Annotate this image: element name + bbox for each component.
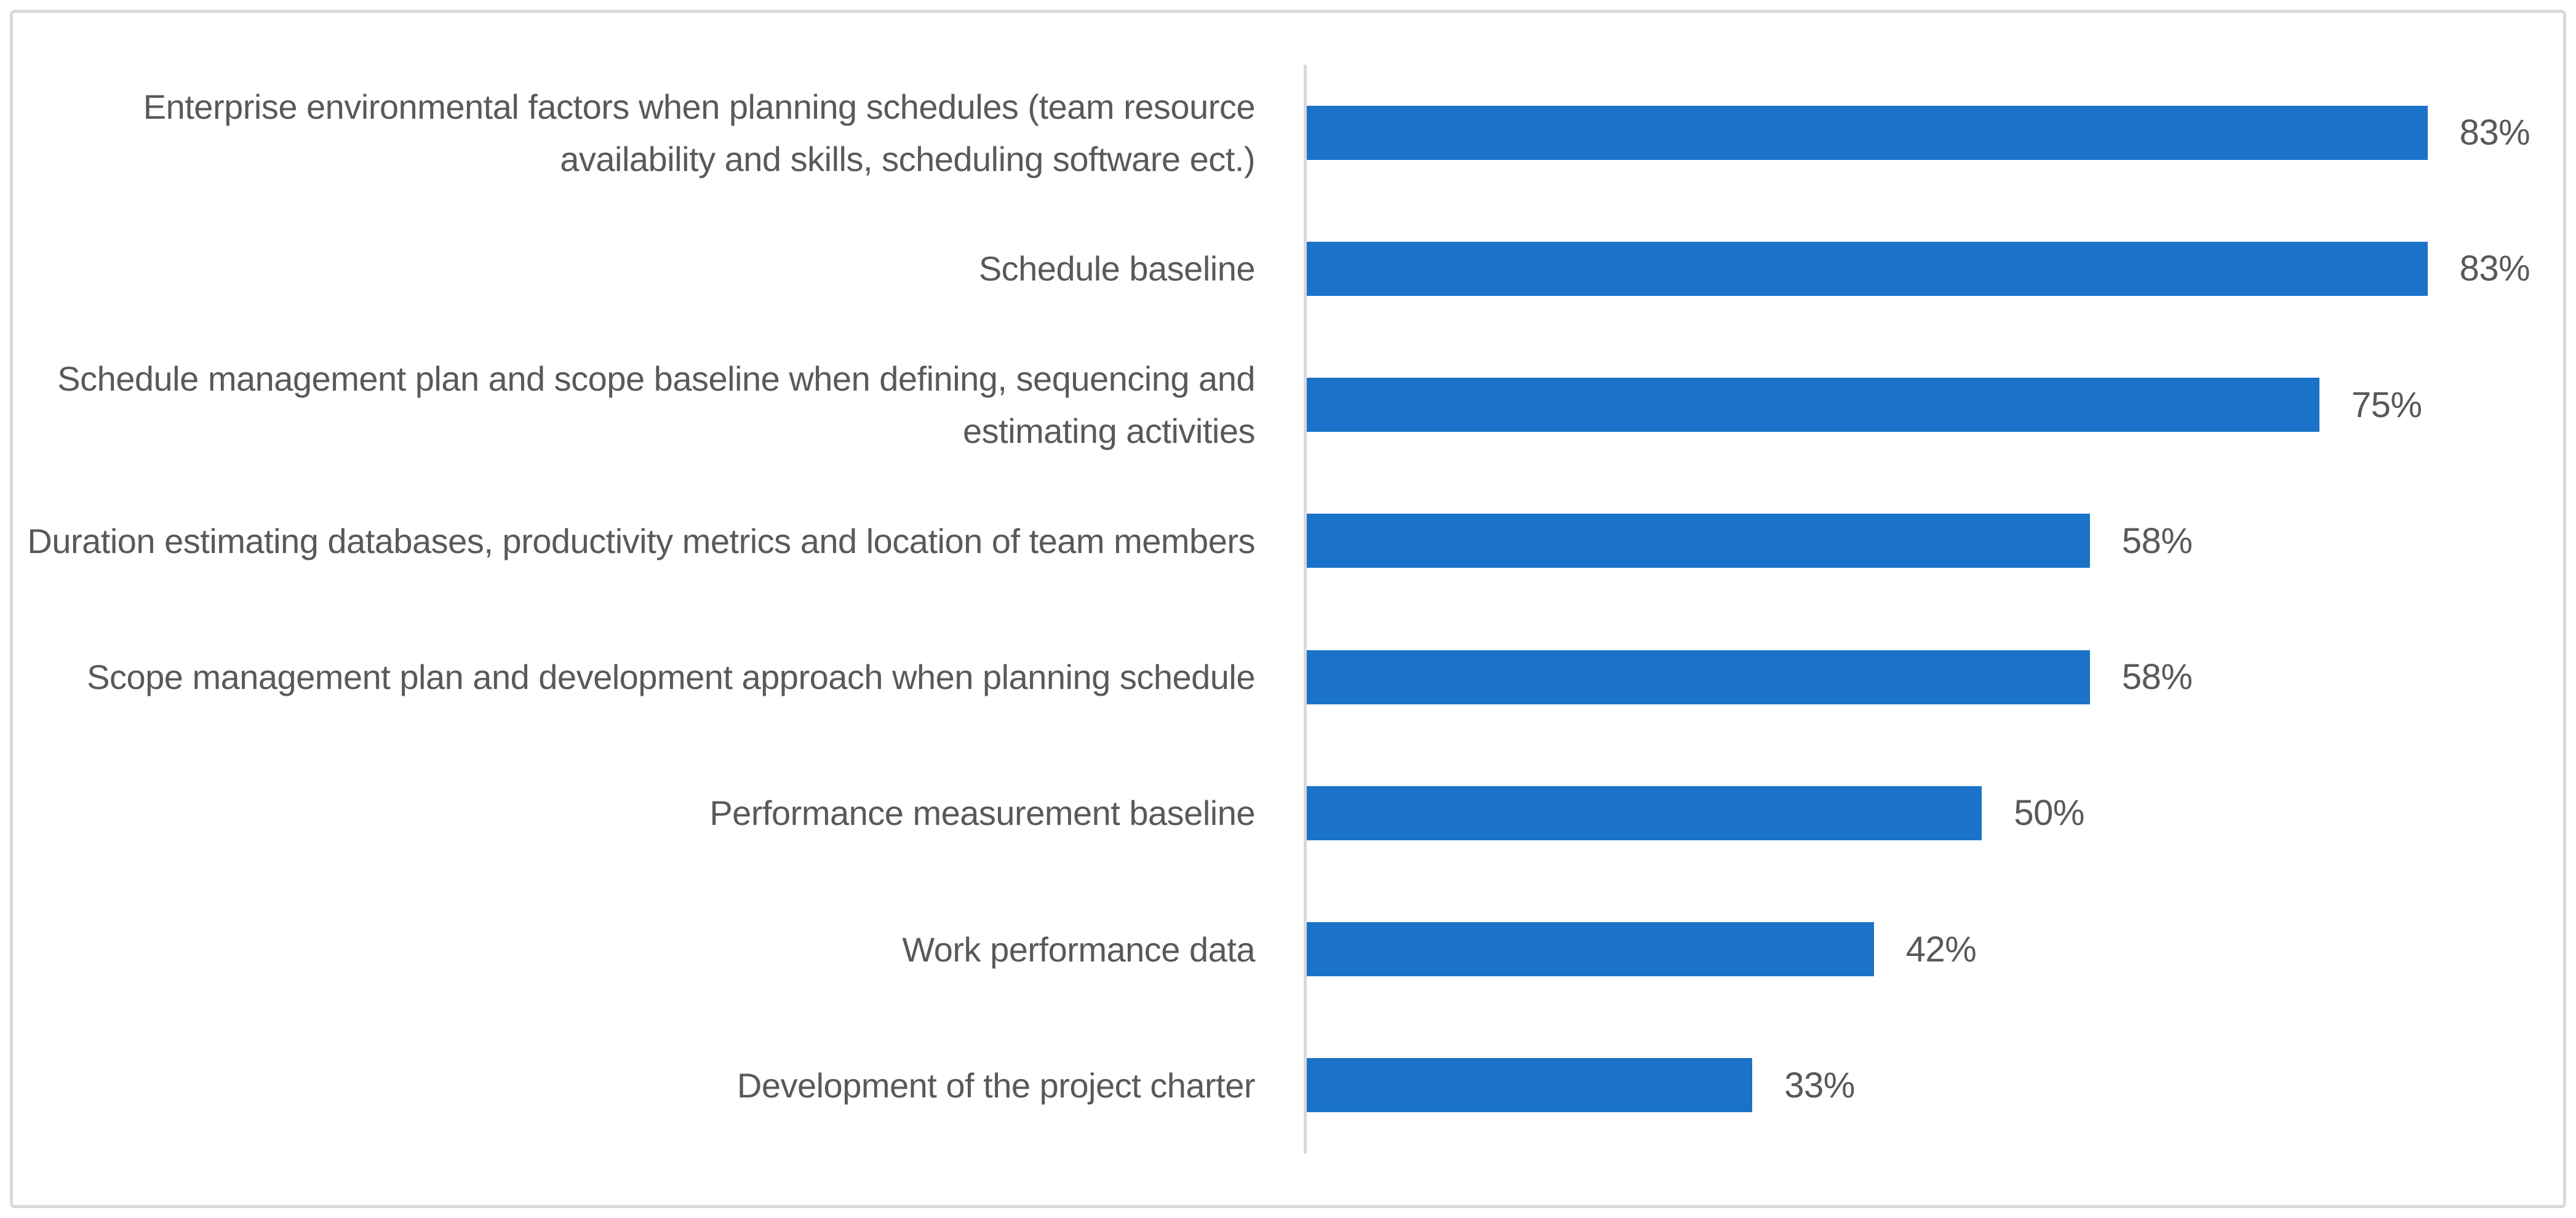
value-label: 75%	[2351, 384, 2422, 425]
bar-area: 58%	[1307, 473, 2576, 609]
bar	[1307, 105, 2428, 160]
value-label: 42%	[1905, 929, 1977, 969]
category-label: Development of the project charter	[736, 1065, 1256, 1105]
bar	[1307, 378, 2319, 432]
chart-row: Duration estimating databases, productiv…	[0, 473, 2576, 609]
bar	[1307, 241, 2428, 296]
bar	[1307, 1058, 1753, 1113]
bar	[1307, 650, 2090, 704]
chart-row: Performance measurement baseline 50%	[0, 745, 2576, 881]
category-axis-line	[1304, 65, 1307, 1153]
bar-area: 75%	[1307, 337, 2576, 473]
category-label: Duration estimating databases, productiv…	[27, 521, 1255, 560]
category-label: Scope management plan and development ap…	[87, 658, 1255, 697]
bar	[1307, 786, 1982, 840]
category-label: Performance measurement baseline	[709, 794, 1255, 833]
value-label: 58%	[2121, 657, 2193, 698]
bar-area: 42%	[1307, 882, 2576, 1017]
bar	[1307, 922, 1874, 977]
category-label: Enterprise environmental factors when pl…	[143, 87, 1256, 178]
category-label: Work performance data	[902, 929, 1255, 969]
value-label: 83%	[2459, 249, 2530, 289]
bar-rows-container: Enterprise environmental factors when pl…	[0, 65, 2576, 1153]
chart-row: Schedule management plan and scope basel…	[0, 337, 2576, 473]
bar	[1307, 514, 2090, 568]
chart-row: Schedule baseline 83%	[0, 201, 2576, 336]
category-label: Schedule baseline	[978, 249, 1256, 289]
bar-area: 83%	[1307, 201, 2576, 336]
chart-row: Development of the project charter 33%	[0, 1017, 2576, 1153]
category-label: Schedule management plan and scope basel…	[57, 359, 1255, 451]
chart-row: Work performance data 42%	[0, 882, 2576, 1017]
value-label: 33%	[1784, 1065, 1855, 1105]
chart-row: Scope management plan and development ap…	[0, 609, 2576, 745]
value-label: 58%	[2121, 520, 2193, 561]
bar-area: 83%	[1307, 65, 2576, 201]
value-label: 50%	[2014, 793, 2084, 834]
bar-area: 58%	[1307, 609, 2576, 745]
bar-area: 33%	[1307, 1017, 2576, 1153]
value-label: 83%	[2459, 113, 2530, 153]
chart-row: Enterprise environmental factors when pl…	[0, 65, 2576, 201]
bar-area: 50%	[1307, 745, 2576, 881]
